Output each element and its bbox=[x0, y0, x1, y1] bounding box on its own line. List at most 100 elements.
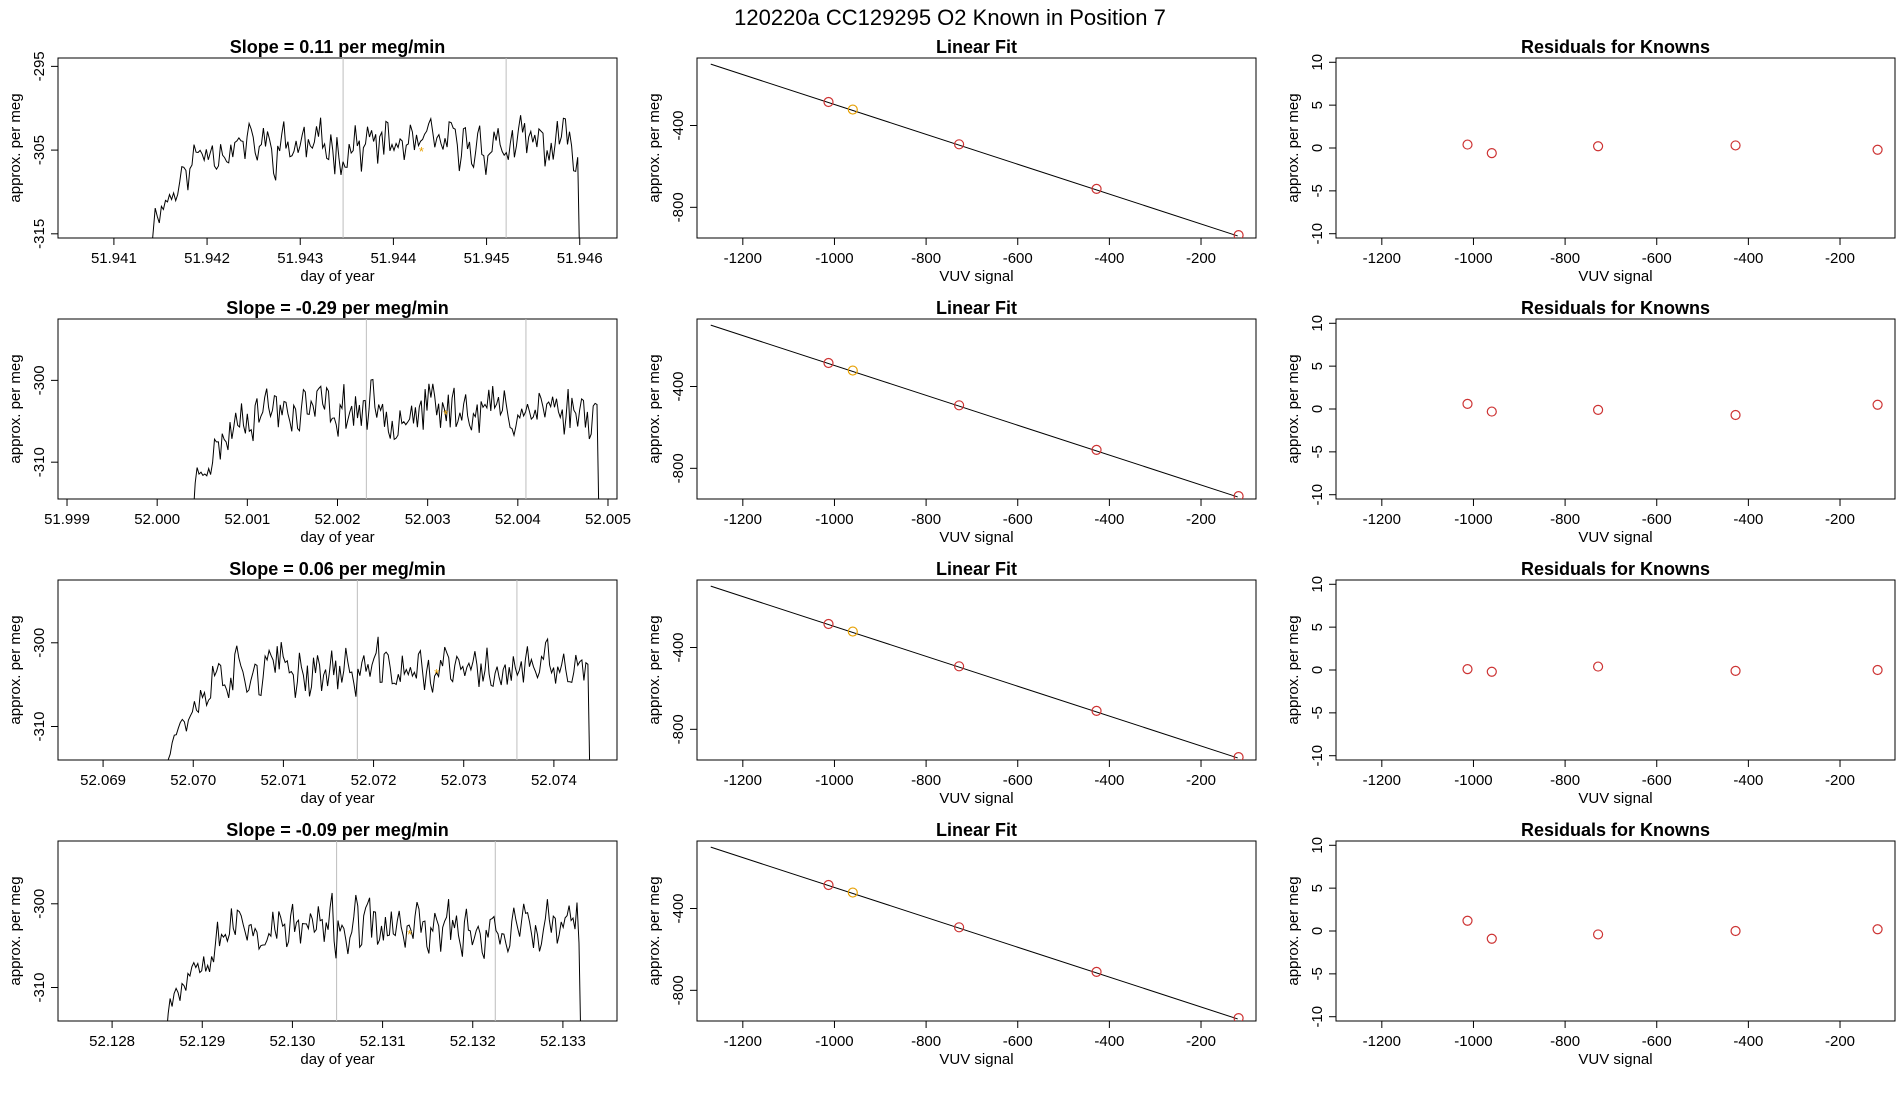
data-point bbox=[1091, 444, 1102, 456]
data-point bbox=[1486, 406, 1497, 417]
x-axis-label: day of year bbox=[300, 1051, 374, 1068]
x-tick-label: 52.131 bbox=[360, 1033, 406, 1050]
highlight-marker: * bbox=[407, 927, 412, 942]
plot-area bbox=[1462, 398, 1883, 421]
x-tick-label: -1200 bbox=[724, 772, 762, 789]
x-tick-label: -400 bbox=[1094, 772, 1124, 789]
x-tick-label: 52.002 bbox=[315, 511, 361, 528]
y-tick-label: -310 bbox=[31, 447, 48, 477]
x-tick-label: -400 bbox=[1094, 1033, 1124, 1050]
plot-frame bbox=[696, 579, 1257, 761]
panel-title: Linear Fit bbox=[936, 820, 1017, 840]
x-tick-label: 52.128 bbox=[89, 1033, 135, 1050]
data-point bbox=[1730, 665, 1741, 676]
plot-frame bbox=[1335, 579, 1896, 761]
series-line bbox=[167, 636, 591, 760]
y-tick-label: -800 bbox=[670, 453, 687, 483]
data-point bbox=[1872, 399, 1883, 410]
data-point bbox=[953, 400, 965, 411]
x-tick-label: -1000 bbox=[1454, 772, 1492, 789]
y-tick-label: 0 bbox=[1309, 666, 1326, 674]
data-point bbox=[953, 661, 965, 672]
y-tick-label: -10 bbox=[1309, 223, 1326, 245]
x-tick-label: -200 bbox=[1186, 772, 1216, 789]
x-tick-label: -1200 bbox=[1363, 772, 1401, 789]
x-tick-label: 52.073 bbox=[441, 772, 487, 789]
y-tick-label: -400 bbox=[670, 371, 687, 401]
plot-area: * bbox=[193, 319, 600, 499]
panel-1-3: Residuals for Knowns -1200 -1000 -800 -600 -4… bbox=[1285, 37, 1896, 285]
x-tick-label: -200 bbox=[1186, 1033, 1216, 1050]
plot-area bbox=[710, 585, 1244, 760]
data-point bbox=[1091, 705, 1102, 717]
y-tick-label: 10 bbox=[1309, 576, 1326, 593]
plot-frame bbox=[57, 579, 618, 761]
x-tick-label: -1200 bbox=[724, 511, 762, 528]
x-tick-label: -400 bbox=[1733, 772, 1763, 789]
y-axis-label: approx. per meg bbox=[1285, 354, 1302, 463]
x-axis-label: VUV signal bbox=[1578, 529, 1652, 546]
plot-area: * bbox=[167, 841, 581, 1021]
plot-frame bbox=[1335, 57, 1896, 239]
y-tick-label: -5 bbox=[1309, 967, 1326, 980]
x-tick-label: 52.070 bbox=[170, 772, 216, 789]
plot-frame bbox=[57, 840, 618, 1022]
x-tick-label: -800 bbox=[1550, 1033, 1580, 1050]
x-tick-label: 51.946 bbox=[557, 250, 603, 267]
y-tick-label: -10 bbox=[1309, 484, 1326, 506]
y-axis-label: approx. per meg bbox=[1285, 615, 1302, 724]
x-tick-label: -1000 bbox=[815, 511, 853, 528]
panel-4-3: Residuals for Knowns -1200 -1000 -800 -600 -4… bbox=[1285, 820, 1896, 1068]
x-tick-label: 52.004 bbox=[495, 511, 541, 528]
panel-title: Residuals for Knowns bbox=[1521, 820, 1710, 840]
y-axis-label: approx. per meg bbox=[7, 876, 24, 985]
y-tick-label: -400 bbox=[670, 632, 687, 662]
x-tick-label: -800 bbox=[1550, 250, 1580, 267]
x-tick-label: -400 bbox=[1733, 511, 1763, 528]
data-point bbox=[847, 887, 858, 898]
y-tick-label: -800 bbox=[670, 975, 687, 1005]
panel-4-2: Linear Fit -1200 -1000 -800 -600 -400 -200 VUV … bbox=[646, 820, 1257, 1068]
plot-area bbox=[1462, 661, 1883, 677]
panel-title: Slope = -0.09 per meg/min bbox=[226, 820, 449, 840]
x-tick-label: -1200 bbox=[1363, 250, 1401, 267]
series-line bbox=[193, 378, 600, 499]
x-tick-label: -800 bbox=[1550, 772, 1580, 789]
panel-title: Residuals for Knowns bbox=[1521, 37, 1710, 57]
y-tick-label: -5 bbox=[1309, 445, 1326, 458]
y-axis-label: approx. per meg bbox=[646, 876, 663, 985]
panel-1-1: Slope = 0.11 per meg/min 51.941 51.942 51.9… bbox=[7, 37, 618, 285]
x-tick-label: -800 bbox=[911, 1033, 941, 1050]
data-point bbox=[1872, 144, 1883, 155]
x-tick-label: 51.944 bbox=[370, 250, 416, 267]
x-tick-label: 52.000 bbox=[134, 511, 180, 528]
fit-line bbox=[710, 846, 1238, 1020]
x-tick-label: -400 bbox=[1733, 1033, 1763, 1050]
y-tick-label: -310 bbox=[31, 711, 48, 741]
data-point bbox=[823, 879, 834, 891]
panel-title: Linear Fit bbox=[936, 37, 1017, 57]
panel-2-2: Linear Fit -1200 -1000 -800 -600 -400 -200 VUV … bbox=[646, 298, 1257, 546]
x-tick-label: 51.941 bbox=[91, 250, 137, 267]
y-axis-label: approx. per meg bbox=[646, 93, 663, 202]
x-tick-label: 52.074 bbox=[531, 772, 577, 789]
y-axis-label: approx. per meg bbox=[1285, 876, 1302, 985]
x-tick-label: 52.005 bbox=[585, 511, 631, 528]
y-tick-label: 0 bbox=[1309, 927, 1326, 935]
x-axis-label: day of year bbox=[300, 268, 374, 285]
y-tick-label: -300 bbox=[31, 628, 48, 658]
y-axis-label: approx. per meg bbox=[646, 615, 663, 724]
data-point bbox=[953, 922, 965, 933]
x-tick-label: -600 bbox=[1642, 1033, 1672, 1050]
x-tick-label: -1000 bbox=[1454, 1033, 1492, 1050]
x-tick-label: -600 bbox=[1642, 772, 1672, 789]
y-tick-label: 5 bbox=[1309, 362, 1326, 370]
y-tick-label: -305 bbox=[31, 135, 48, 165]
data-point bbox=[823, 357, 834, 369]
y-tick-label: -10 bbox=[1309, 745, 1326, 767]
x-tick-label: -1200 bbox=[1363, 1033, 1401, 1050]
x-tick-label: -400 bbox=[1094, 250, 1124, 267]
x-tick-label: -600 bbox=[1642, 511, 1672, 528]
x-tick-label: -1200 bbox=[724, 1033, 762, 1050]
